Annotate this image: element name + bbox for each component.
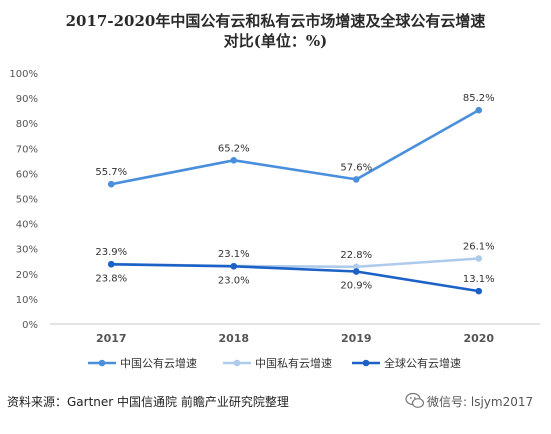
y-tick-label: 10% — [16, 295, 38, 306]
data-point — [107, 260, 115, 268]
series-line-1 — [111, 108, 480, 186]
data-point — [352, 268, 360, 275]
data-point — [107, 180, 115, 188]
legend-swatch-marker — [98, 359, 106, 367]
y-tick-label: 40% — [16, 220, 38, 231]
data-label: 13.1% — [463, 274, 495, 285]
data-point — [352, 263, 360, 271]
data-point — [475, 255, 483, 262]
legend-label: 中国公有云增速 — [120, 356, 197, 370]
data-label: 65.2% — [218, 143, 250, 154]
source-note: 资料来源：Gartner 中国信通院 前瞻产业研究院整理 — [7, 395, 289, 409]
data-point — [230, 157, 238, 164]
data-point — [230, 262, 238, 270]
y-tick-label: 60% — [16, 169, 38, 180]
data-label: 23.0% — [218, 275, 250, 286]
series-line-3 — [111, 263, 480, 293]
data-label: 23.8% — [95, 273, 127, 284]
data-label: 85.2% — [463, 93, 495, 104]
y-tick-label: 50% — [16, 195, 38, 206]
data-label: 23.1% — [218, 249, 250, 260]
data-point — [475, 287, 483, 295]
data-point — [475, 106, 483, 114]
y-tick-label: 80% — [16, 119, 38, 130]
y-tick-label: 0% — [22, 320, 38, 331]
chart-title-line-2: 对比(单位：%) — [223, 32, 328, 50]
data-label: 20.9% — [340, 281, 372, 292]
legend-label: 中国私有云增速 — [255, 356, 332, 370]
x-tick-label: 2017 — [96, 332, 127, 345]
y-tick-label: 70% — [16, 144, 38, 155]
y-tick-label: 100% — [9, 69, 38, 80]
data-point — [352, 176, 360, 183]
data-label: 57.6% — [340, 162, 372, 173]
data-label: 23.9% — [95, 247, 127, 258]
data-label: 22.8% — [340, 250, 372, 261]
wechat-icon — [405, 392, 425, 408]
legend-label: 全球公有云增速 — [384, 356, 461, 370]
y-tick-label: 20% — [16, 270, 38, 281]
legend-swatch-marker — [233, 359, 241, 367]
chart-title-line-1: 2017-2020年中国公有云和私有云市场增速及全球公有云增速 — [65, 12, 486, 30]
data-label: 26.1% — [463, 241, 495, 252]
legend-swatch-marker — [362, 359, 370, 367]
x-tick-label: 2018 — [218, 332, 249, 345]
x-tick-label: 2020 — [463, 332, 494, 345]
data-label: 55.7% — [95, 167, 127, 178]
wechat-id: 微信号: lsjym2017 — [427, 395, 534, 409]
x-tick-label: 2019 — [341, 332, 372, 345]
y-tick-label: 90% — [16, 94, 38, 105]
y-tick-label: 30% — [16, 245, 38, 256]
